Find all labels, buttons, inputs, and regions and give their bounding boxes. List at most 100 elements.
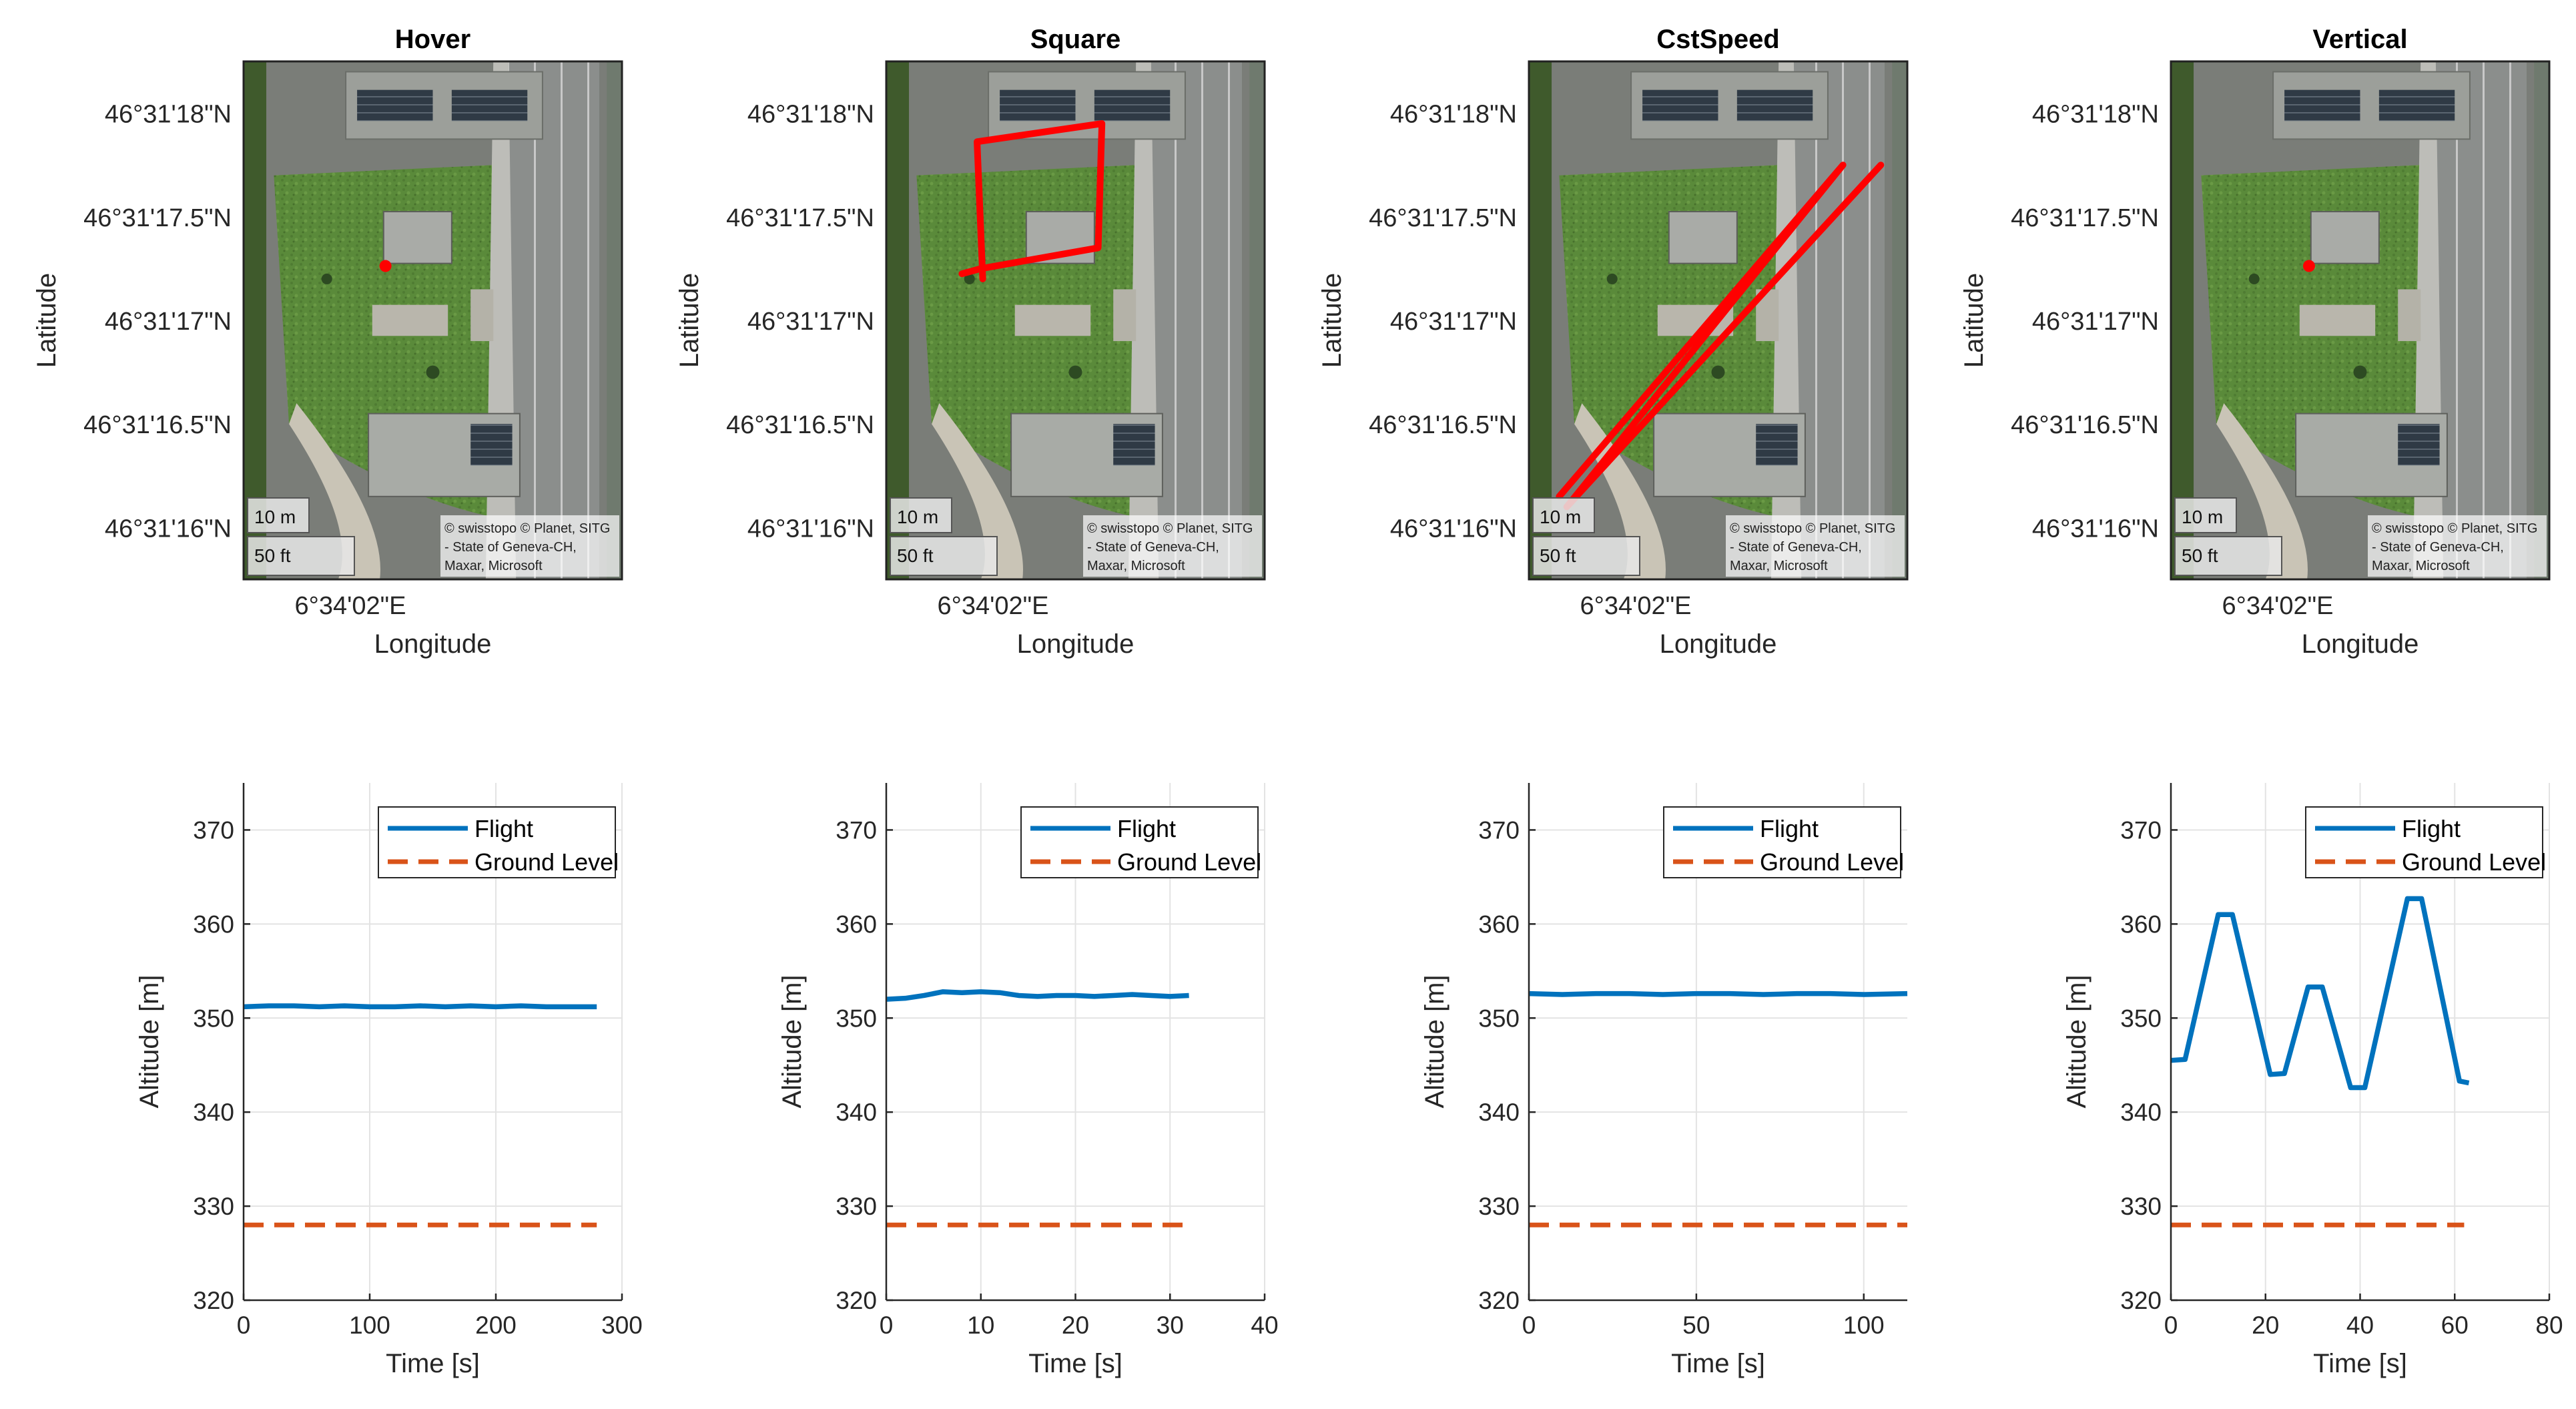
attribution-line: - State of Geneva-CH, [444,540,577,555]
scale-label-ft: 50 ft [1540,545,1576,566]
attribution-box [440,515,619,577]
map-path [289,403,380,579]
attribution-line: Maxar, Microsoft [2372,559,2470,573]
altitude-plot-3: 0 50 100 320 330 340 350 360 370 Time [s] Altitude… [1420,783,1908,1378]
map-panel-hover: 10 m 50 ft © swisstopo © Planet, SITG - Sta… [32,25,623,659]
y-tick-label: 360 [836,910,877,938]
map-tree-strip [1529,61,1552,579]
x-tick-label: 100 [349,1312,390,1339]
map-solar-panels [2284,89,2360,121]
scale-box-m [247,497,310,533]
scale-label-m: 10 m [897,507,938,527]
y-axis-label: Latitude [32,273,61,368]
map-solar-panels [1756,424,1798,466]
x-tick-label: 100 [1843,1312,1885,1339]
series-line-flight [243,1003,597,1010]
y-tick-label: 360 [2120,910,2162,938]
map-solar-panels [357,89,433,121]
x-tick-label: 0 [880,1312,894,1339]
legend-entry: Flight [1760,815,1819,842]
lat-tick-label: 46°31'18"N [1390,101,1517,129]
map-tree [426,365,440,379]
map-title: Square [1030,25,1121,54]
map-edge-strip [607,61,622,579]
map-tree-strip [886,61,910,579]
lat-tick-label: 46°31'18"N [2032,101,2159,129]
lat-tick-label: 46°31'17"N [2032,308,2159,336]
map-tree-strip [2171,61,2194,579]
x-tick-label: 40 [2346,1312,2374,1339]
x-axis-label: Longitude [374,629,492,659]
map-parking [2435,61,2527,579]
map-solar-panels [470,424,513,466]
flight-track [958,120,1106,282]
attribution-line: © swisstopo © Planet, SITG [2372,521,2537,536]
scale-box-ft [890,536,998,576]
attribution-line: Maxar, Microsoft [1087,559,1185,573]
lon-tick-label: 6°34'02"E [295,592,406,620]
map-solar-panels [1000,89,1076,121]
attribution-line: © swisstopo © Planet, SITG [444,521,610,536]
lat-tick-label: 46°31'16"N [1390,515,1517,543]
legend-box [1020,806,1259,878]
x-tick-label: 20 [2252,1312,2279,1339]
map-path [932,403,1023,579]
scale-label-ft: 50 ft [254,545,291,566]
y-tick-label: 360 [1478,910,1520,938]
x-tick-label: 0 [237,1312,251,1339]
series-line-flight [1528,991,1908,997]
map-tree [2353,365,2367,379]
scale-box-ft [1532,536,1640,576]
attribution-box [1083,515,1262,577]
x-tick-label: 40 [1251,1312,1278,1339]
y-tick-label: 330 [836,1193,877,1220]
scale-box-m [1532,497,1595,533]
lat-tick-label: 46°31'17"N [1390,308,1517,336]
lat-tick-label: 46°31'16.5"N [2011,411,2159,439]
y-tick-label: 330 [193,1193,234,1220]
series-line-flight [2170,896,2470,1091]
map-patio [470,289,494,342]
y-tick-label: 320 [193,1287,234,1314]
y-axis-label: Latitude [1317,273,1347,368]
scale-label-m: 10 m [2182,507,2223,527]
map-patio [1014,304,1091,336]
map-title: Vertical [2312,25,2407,54]
x-axis-label: Time [s] [386,1349,480,1378]
attribution-line: © swisstopo © Planet, SITG [1087,521,1253,536]
y-tick-label: 340 [836,1099,877,1126]
map-patio [372,304,448,336]
y-tick-label: 350 [2120,1005,2162,1032]
map-solar-panels [2378,89,2455,121]
attribution-line: © swisstopo © Planet, SITG [1730,521,1895,536]
x-tick-label: 20 [1062,1312,1089,1339]
map-edge-strip [1249,61,1265,579]
map-solar-panels [1094,89,1171,121]
scale-box-m [890,497,952,533]
y-tick-label: 350 [1478,1005,1520,1032]
scale-label-ft: 50 ft [2182,545,2218,566]
map-frame [242,60,623,581]
map-tree [1711,365,1725,379]
y-axis-label: Altitude [m] [1420,974,1450,1108]
map-solar-panels [1113,424,1155,466]
map-parking [508,61,599,579]
map-patio [2398,289,2421,342]
x-tick-label: 10 [967,1312,994,1339]
attribution-line: - State of Geneva-CH, [1087,540,1219,555]
lat-tick-label: 46°31'16"N [747,515,874,543]
map-title: Hover [395,25,470,54]
flight-track-point [2302,260,2315,272]
map-block-center [2310,211,2380,264]
map-parking [1793,61,1885,579]
map-tree-strip [244,61,267,579]
attribution-line: Maxar, Microsoft [1730,559,1828,573]
attribution-line: Maxar, Microsoft [444,559,543,573]
altitude-plot-2: 0 10 20 30 40 320 330 340 350 360 370 Time [s] Altit… [777,783,1279,1378]
legend-entry: Ground Level [2402,848,2546,876]
map-patio [2299,304,2376,336]
map-edge-strip [1892,61,1907,579]
y-tick-label: 340 [1478,1099,1520,1126]
legend-box [2305,806,2543,878]
lon-tick-label: 6°34'02"E [2222,592,2334,620]
